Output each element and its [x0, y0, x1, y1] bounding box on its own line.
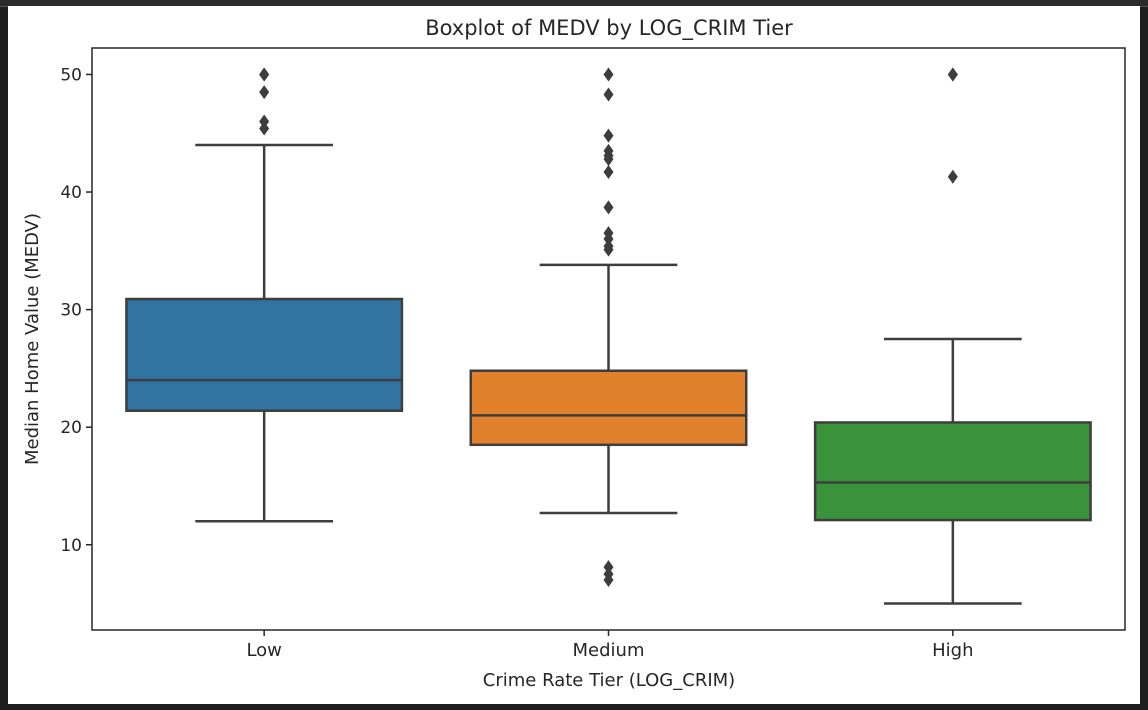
outlier-point — [603, 67, 614, 82]
y-axis-label: Median Home Value (MEDV) — [22, 213, 43, 465]
outlier-point — [603, 165, 614, 180]
y-tick-label: 40 — [60, 183, 82, 203]
outlier-point — [603, 232, 614, 247]
outlier-point — [947, 67, 958, 82]
outlier-point — [603, 242, 614, 257]
box-iqr — [125, 297, 404, 412]
x-axis-label: Crime Rate Tier (LOG_CRIM) — [483, 670, 735, 691]
x-tick-label-high: High — [932, 640, 973, 661]
outlier-point — [603, 87, 614, 102]
outlier-point — [259, 85, 270, 100]
box-group-medium — [469, 67, 748, 588]
box-iqr — [469, 369, 748, 447]
outlier-point — [259, 67, 270, 82]
outlier-point — [259, 114, 270, 129]
outlier-point — [603, 200, 614, 215]
boxplot-chart: Boxplot of MEDV by LOG_CRIM Tier 10 20 30 4… — [22, 16, 1126, 691]
x-tick-label-medium: Medium — [573, 640, 645, 661]
plot-area — [125, 67, 1092, 605]
y-tick-label: 50 — [60, 65, 82, 85]
box-group-low — [125, 67, 404, 523]
outlier-point — [947, 169, 958, 184]
outlier-point — [603, 128, 614, 143]
chart-title: Boxplot of MEDV by LOG_CRIM Tier — [425, 16, 793, 41]
x-axis: Low Medium High — [246, 630, 974, 661]
outlier-point — [603, 152, 614, 167]
y-tick-label: 10 — [60, 536, 82, 556]
outlier-point — [259, 121, 270, 136]
box-group-high — [813, 67, 1092, 605]
chart-figure: Boxplot of MEDV by LOG_CRIM Tier 10 20 30 4… — [8, 6, 1140, 704]
y-tick-label: 30 — [60, 301, 82, 321]
y-tick-label: 20 — [60, 418, 82, 438]
outlier-point — [603, 560, 614, 575]
y-axis: 10 20 30 40 50 — [60, 65, 92, 556]
x-tick-label-low: Low — [246, 640, 281, 661]
box-iqr — [813, 421, 1092, 522]
outlier-point — [603, 573, 614, 588]
